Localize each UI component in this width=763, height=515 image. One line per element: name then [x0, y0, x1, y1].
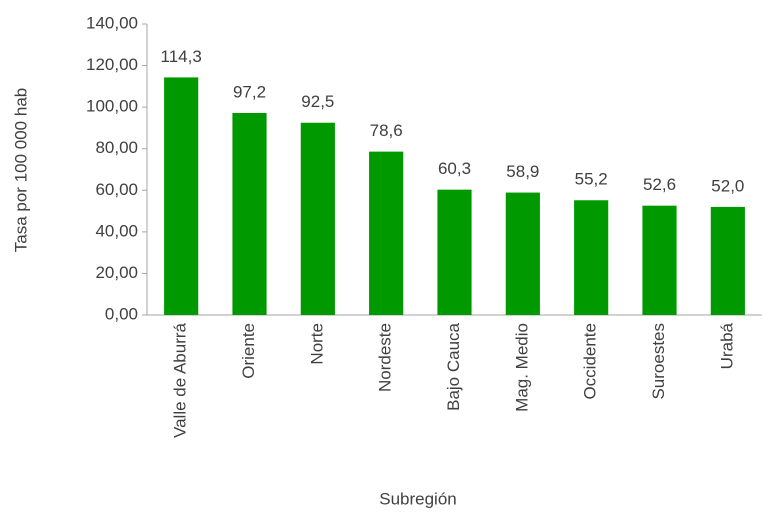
x-tick-label: Oriente	[239, 323, 258, 379]
bar	[300, 122, 335, 315]
bar	[574, 200, 609, 315]
y-axis-title: Tasa por 100 000 hab	[11, 88, 30, 252]
y-tick-label: 120,00	[86, 55, 138, 74]
bar	[164, 77, 199, 316]
x-axis-title: Subregión	[379, 489, 457, 508]
y-tick-label: 100,00	[86, 97, 138, 116]
data-label: 52,6	[643, 175, 676, 194]
x-tick-label: Suroestes	[649, 323, 668, 400]
y-tick-label: 80,00	[95, 138, 138, 157]
y-tick-label: 140,00	[86, 13, 138, 32]
data-label: 78,6	[370, 121, 403, 140]
data-label: 92,5	[301, 92, 334, 111]
data-label: 97,2	[233, 82, 266, 101]
data-label: 52,0	[711, 176, 744, 195]
bar	[369, 151, 404, 315]
y-tick-label: 20,00	[95, 263, 138, 282]
data-label: 58,9	[506, 162, 539, 181]
bar	[232, 112, 267, 315]
x-tick-label: Norte	[307, 323, 326, 365]
x-tick-label: Valle de Aburrá	[171, 322, 190, 438]
x-tick-label: Occidente	[581, 323, 600, 400]
y-tick-label: 40,00	[95, 221, 138, 240]
bar	[642, 205, 677, 315]
x-tick-label: Urabá	[717, 322, 736, 369]
x-tick-label: Nordeste	[376, 323, 395, 392]
y-tick-label: 0,00	[105, 304, 138, 323]
data-label: 114,3	[161, 47, 202, 66]
x-tick-label: Mag. Medio	[512, 323, 531, 412]
y-tick-label: 60,00	[95, 180, 138, 199]
bar	[505, 192, 540, 315]
bar	[710, 206, 745, 315]
bar	[437, 189, 472, 315]
data-label: 55,2	[575, 170, 608, 189]
data-label: 60,3	[438, 159, 471, 178]
x-tick-label: Bajo Cauca	[444, 322, 463, 410]
